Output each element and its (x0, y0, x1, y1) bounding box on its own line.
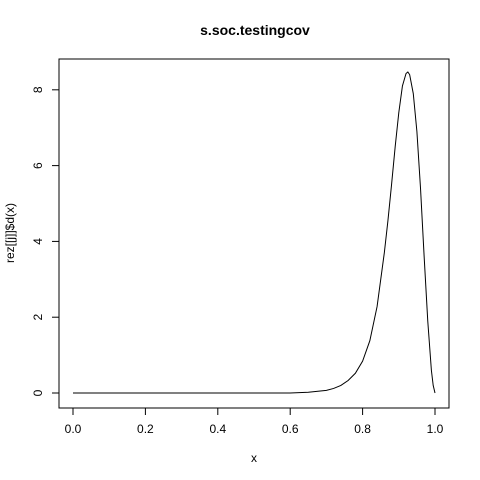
y-tick-label: 0 (31, 389, 45, 396)
x-tick-label: 0.6 (282, 422, 299, 436)
plot-box (58, 58, 450, 409)
x-tick-label: 0.8 (354, 422, 371, 436)
density-curve (73, 71, 436, 394)
x-tick-label: 1.0 (427, 422, 444, 436)
y-tick-label: 2 (31, 314, 45, 321)
x-axis: 0.0 0.2 0.4 0.6 0.8 1.0 (65, 407, 444, 436)
chart-title: s.soc.testingcov (200, 22, 310, 38)
y-tick-label: 4 (31, 238, 45, 245)
x-tick-label: 0.4 (209, 422, 226, 436)
x-tick-label: 0.0 (65, 422, 82, 436)
y-tick-label: 8 (31, 86, 45, 93)
y-tick-label: 6 (31, 162, 45, 169)
y-axis: 0 2 4 6 8 (31, 86, 60, 396)
y-axis-label: rez[[j]]$d(x) (3, 203, 17, 263)
x-axis-label: x (251, 451, 257, 465)
x-tick-label: 0.2 (137, 422, 154, 436)
